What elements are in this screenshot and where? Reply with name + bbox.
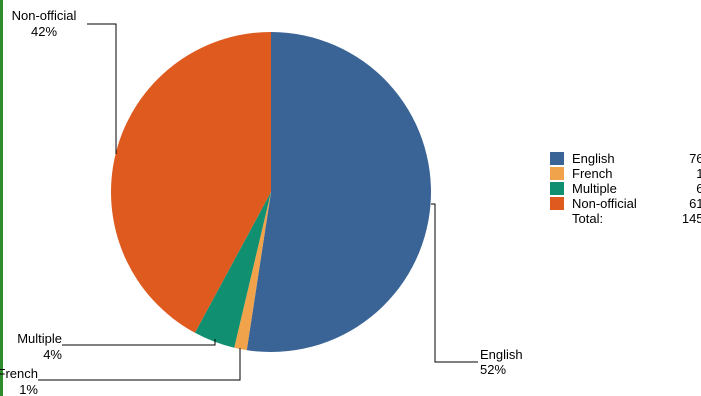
slice-percent-multiple: 4% [43,347,62,362]
legend-item-french: French 185 [550,166,701,181]
slice-label-non-official: Non-official [12,8,77,23]
leader-line-non-official [87,23,117,154]
legend-label-french: French [572,166,613,181]
slice-percent-non-official: 42% [31,24,57,39]
legend-label-english: English [572,151,615,166]
pie-slice-english [246,32,432,352]
pie-slice-non-official [110,32,271,333]
slice-percent-english: 52% [480,362,506,377]
slice-label-multiple: Multiple [17,331,62,346]
legend-value-multiple: 610 [696,181,701,196]
legend-swatch-multiple [550,182,564,195]
legend-label-multiple: Multiple [572,181,617,196]
legend-total-value: 14555 [681,211,701,226]
left-border [0,0,3,396]
legend-value-non-official: 6130 [689,196,701,211]
legend-swatch-english [550,152,564,165]
legend-total-label: Total: [572,211,604,226]
slice-label-english: English [480,347,523,362]
slice-label-french: French [0,366,38,381]
legend-item-english: English 7630 [550,151,701,166]
leader-line-english [431,203,478,363]
slice-percent-french: 1% [19,382,38,396]
pie-slice-multiple [194,192,271,348]
legend-swatch-french [550,167,564,180]
legend-value-english: 7630 [689,151,701,166]
legend-item-non-official: Non-official 6130 [550,196,701,211]
legend: English 7630 French 185 Multiple 610 Non… [550,151,701,226]
legend-value-french: 185 [696,166,701,181]
legend-swatch-non-official [550,197,564,210]
legend-item-multiple: Multiple 610 [550,181,701,196]
leader-line-multiple [62,339,216,346]
legend-total-row: Total: 14555 [550,211,701,226]
pie-slice-french [234,192,271,351]
leader-line-french [38,348,241,381]
legend-label-non-official: Non-official [572,196,637,211]
